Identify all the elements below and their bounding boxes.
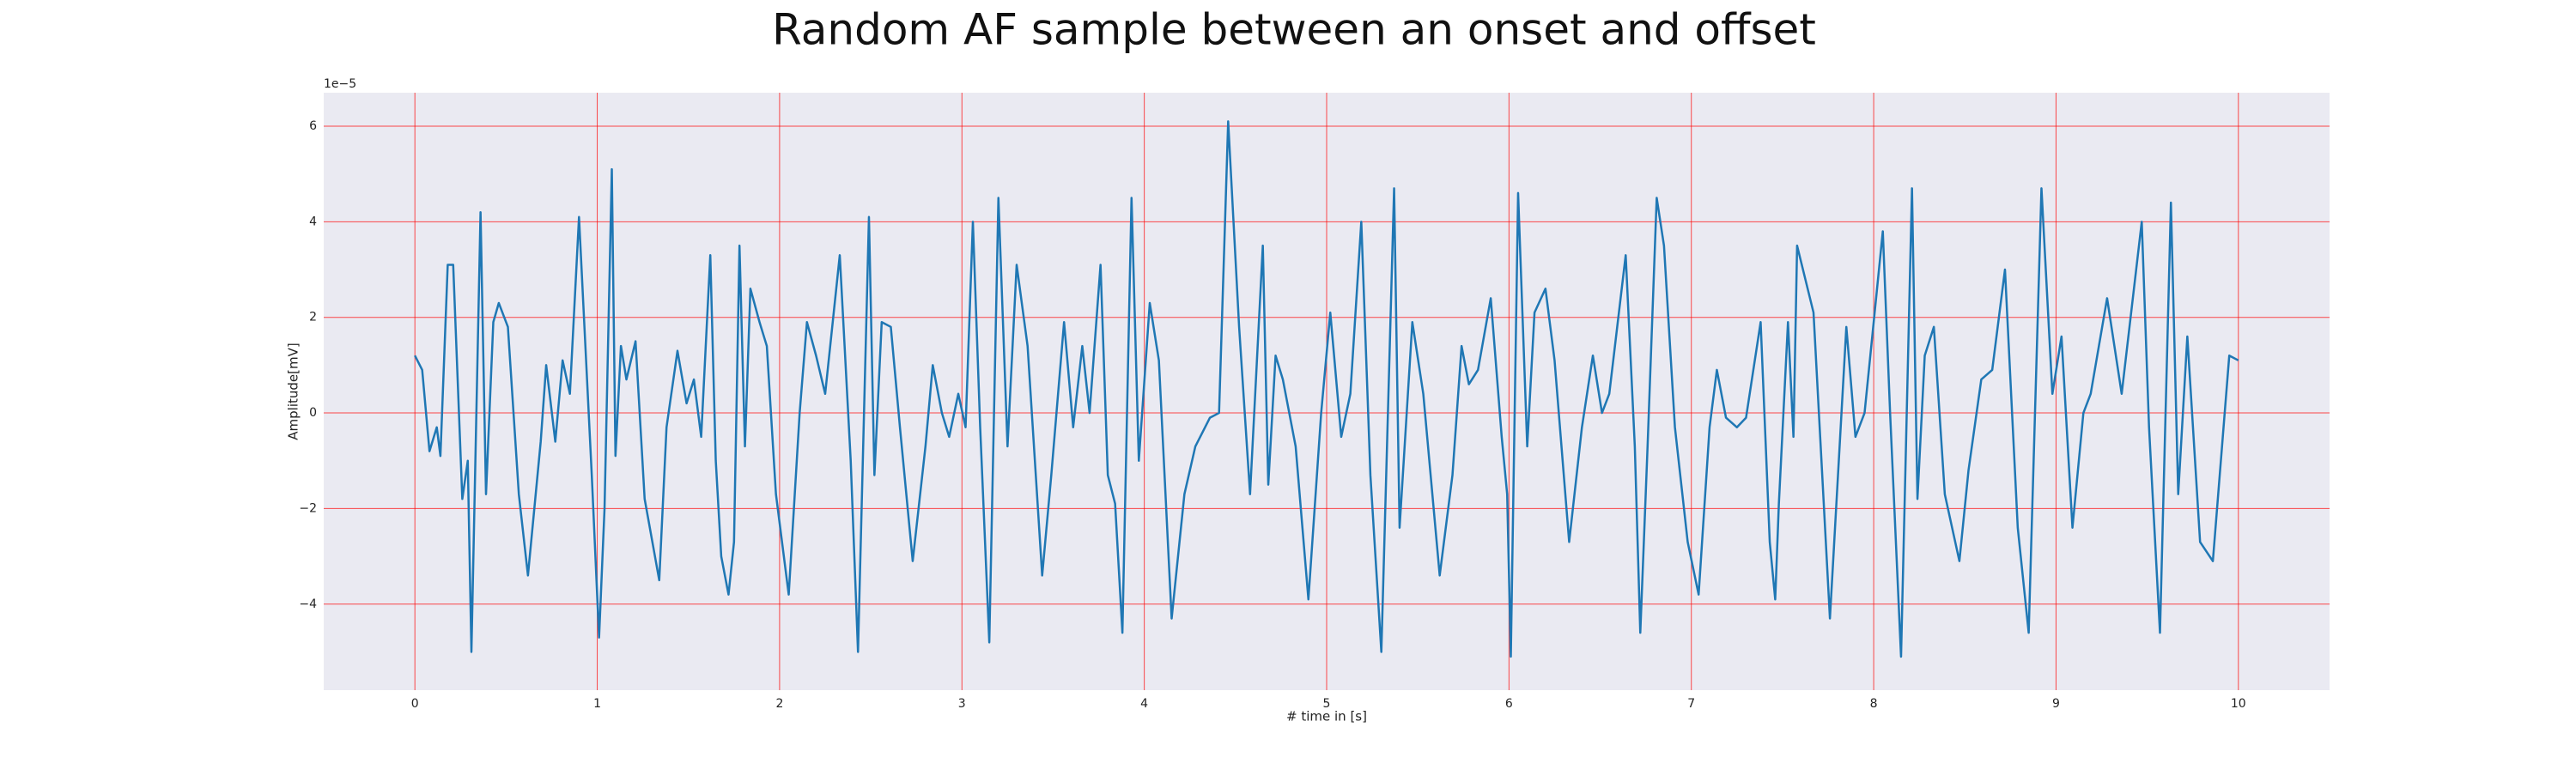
x-tick-label: 7 — [1687, 697, 1695, 711]
x-tick-label: 5 — [1323, 697, 1331, 711]
x-tick-label: 3 — [958, 697, 966, 711]
y-tick-label: 2 — [309, 311, 317, 324]
x-tick-label: 4 — [1140, 697, 1148, 711]
x-tick-label: 1 — [593, 697, 601, 711]
x-tick-label: 6 — [1505, 697, 1513, 711]
y-tick-label: 0 — [309, 406, 317, 420]
y-tick-label: −4 — [299, 597, 317, 611]
y-tick-label: 4 — [309, 215, 317, 228]
chart-title: Random AF sample between an onset and of… — [772, 5, 1816, 55]
y-tick-label: −2 — [299, 501, 317, 515]
x-tick-label: 8 — [1870, 697, 1878, 711]
x-tick-label: 0 — [411, 697, 419, 711]
x-tick-label: 9 — [2052, 697, 2060, 711]
x-tick-label: 2 — [775, 697, 783, 711]
x-tick-label: 10 — [2231, 697, 2246, 711]
x-axis-label: # time in [s] — [1286, 709, 1367, 724]
y-axis-label: Amplitude[mV] — [286, 343, 301, 440]
y-offset-text: 1e−5 — [324, 77, 356, 91]
y-tick-label: 6 — [309, 119, 317, 133]
data-line — [414, 120, 2239, 658]
